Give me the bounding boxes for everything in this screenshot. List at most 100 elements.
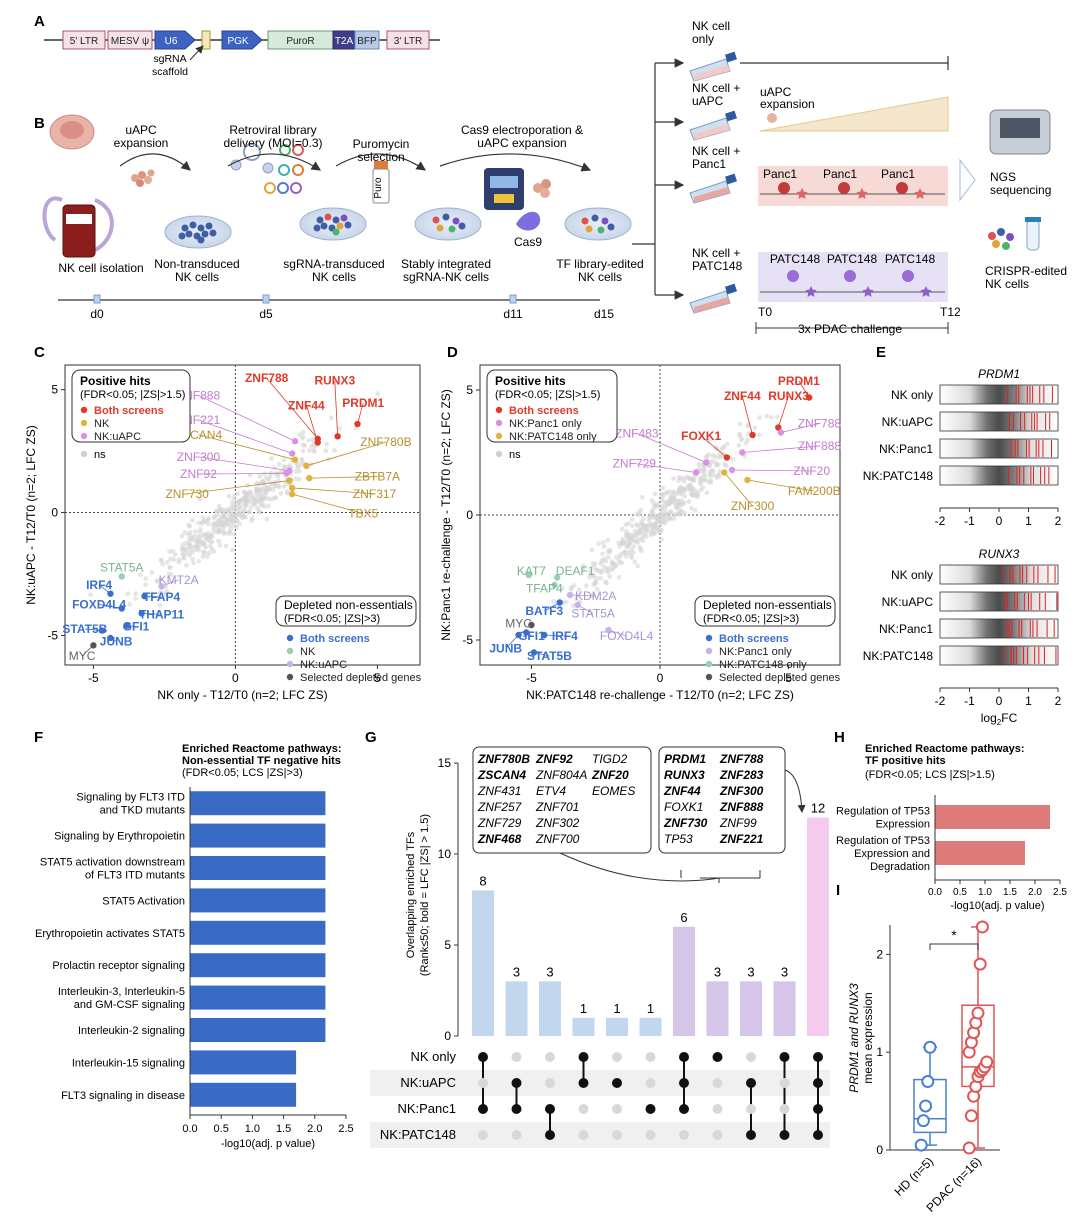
ns-point xyxy=(664,512,670,518)
bar-label: STAT5 Activation xyxy=(102,895,185,907)
ns-point xyxy=(730,457,736,462)
ns-point xyxy=(603,558,609,564)
matrix-dot xyxy=(578,1104,589,1114)
ns-point xyxy=(697,475,703,481)
ns-point xyxy=(296,464,301,469)
ns-point xyxy=(617,560,623,566)
x-tick-label: 2 xyxy=(1055,514,1062,528)
hit-label: STAT5A xyxy=(571,607,615,621)
ns-point xyxy=(243,494,249,500)
x-axis-label: NK:PATC148 re-challenge - T12/T0 (n=2; L… xyxy=(526,688,794,702)
ns-point xyxy=(188,548,194,553)
panel-c-label: C xyxy=(34,344,45,361)
ns-point xyxy=(739,437,744,443)
ns-point xyxy=(167,549,173,554)
challenge-star-icon xyxy=(805,286,817,297)
bar-label: Signaling by Erythropoietin xyxy=(54,831,185,843)
x-tick-label: -1 xyxy=(964,694,975,708)
gene-name: ZNF99 xyxy=(719,816,757,830)
ns-point xyxy=(623,522,629,528)
ns-point xyxy=(676,475,682,480)
timeline-label: d5 xyxy=(259,307,273,321)
y-tick-label: 0 xyxy=(466,508,473,522)
ns-point xyxy=(571,583,577,588)
hit-point xyxy=(334,433,341,440)
x-tick-label: 5 xyxy=(374,671,381,685)
hit-point xyxy=(141,592,148,600)
hit-point xyxy=(303,462,310,470)
ns-point xyxy=(167,565,173,570)
hit-label: GFI1 xyxy=(518,629,545,643)
data-point xyxy=(973,957,987,971)
bracket xyxy=(680,870,761,883)
label-leader xyxy=(544,634,565,637)
hit-point xyxy=(775,424,782,431)
data-point xyxy=(971,1006,985,1020)
gene-name: TP53 xyxy=(664,832,693,846)
matrix-dot xyxy=(578,1052,589,1062)
matrix-dot xyxy=(511,1104,522,1114)
blood-bag-icon xyxy=(62,204,96,258)
panel-d-label: D xyxy=(447,344,458,361)
t0-label: T0 xyxy=(758,305,772,319)
ns-point xyxy=(710,453,716,459)
ns-point xyxy=(704,490,710,496)
step-arrow xyxy=(335,153,426,171)
x-tick-label: 1.5 xyxy=(276,1123,291,1135)
step-arrow-label: Cas9 electroporation & xyxy=(461,123,583,137)
tube-icon xyxy=(1026,219,1040,251)
box-connector xyxy=(784,769,806,813)
bar-value: 8 xyxy=(479,873,486,888)
barcode-band xyxy=(939,618,1059,639)
ns-point xyxy=(201,532,207,537)
ns-point xyxy=(276,461,282,467)
ns-point xyxy=(217,528,222,533)
ns-point xyxy=(187,523,193,529)
bar-label: Regulation of TP53 xyxy=(836,806,930,818)
bar-chart-h: Enriched Reactome pathways:TF positive h… xyxy=(836,743,1067,912)
label-leader xyxy=(798,380,810,398)
row-label: NK:PATC148 xyxy=(863,469,934,483)
challenge-label: 3x PDAC challenge xyxy=(798,322,902,336)
ngs-label: sequencing xyxy=(990,183,1051,197)
condition-label: NK cell + xyxy=(692,81,740,95)
label-leader xyxy=(292,487,375,495)
ns-point xyxy=(638,507,644,513)
x-tick-label: 0.5 xyxy=(214,1123,229,1135)
timeline-label: d0 xyxy=(90,307,104,321)
gene-name: ZNF701 xyxy=(535,800,579,814)
hit-label: STAT5B xyxy=(62,622,107,636)
ns-point xyxy=(632,559,638,565)
gene-name: PRDM1 xyxy=(664,752,706,766)
ns-point xyxy=(672,512,677,518)
ns-point xyxy=(196,558,202,564)
matrix-dot xyxy=(645,1130,656,1140)
hit-point xyxy=(107,590,114,597)
ns-point xyxy=(233,512,239,518)
ns-point xyxy=(676,512,682,517)
bar-label: and GM-CSF signaling xyxy=(74,999,185,1011)
legend-ns: ns xyxy=(509,449,521,461)
barcode-band xyxy=(939,591,1059,612)
ns-point xyxy=(711,459,717,464)
ns-point xyxy=(276,484,282,490)
panel-a-label: A xyxy=(34,13,45,30)
ns-point xyxy=(206,515,212,521)
hit-label: ZNF730 xyxy=(165,487,209,501)
box-connector xyxy=(559,852,721,882)
matrix-dot xyxy=(612,1104,622,1114)
ns-point xyxy=(189,536,195,542)
ns-point xyxy=(245,501,250,507)
y-tick-label: 10 xyxy=(438,847,452,861)
intersection-bar xyxy=(572,1017,595,1036)
chart-subtitle: Non-essential TF negative hits xyxy=(182,755,341,767)
ns-point xyxy=(686,499,692,505)
matrix-dot xyxy=(645,1078,656,1088)
label-leader xyxy=(198,395,296,442)
bar-label: Interleukin-2 signaling xyxy=(78,1025,185,1037)
ns-point xyxy=(631,544,636,549)
hit-point xyxy=(289,490,296,498)
challenge-star-icon xyxy=(862,286,874,297)
ns-point xyxy=(660,498,665,504)
matrix-dot xyxy=(813,1130,823,1140)
